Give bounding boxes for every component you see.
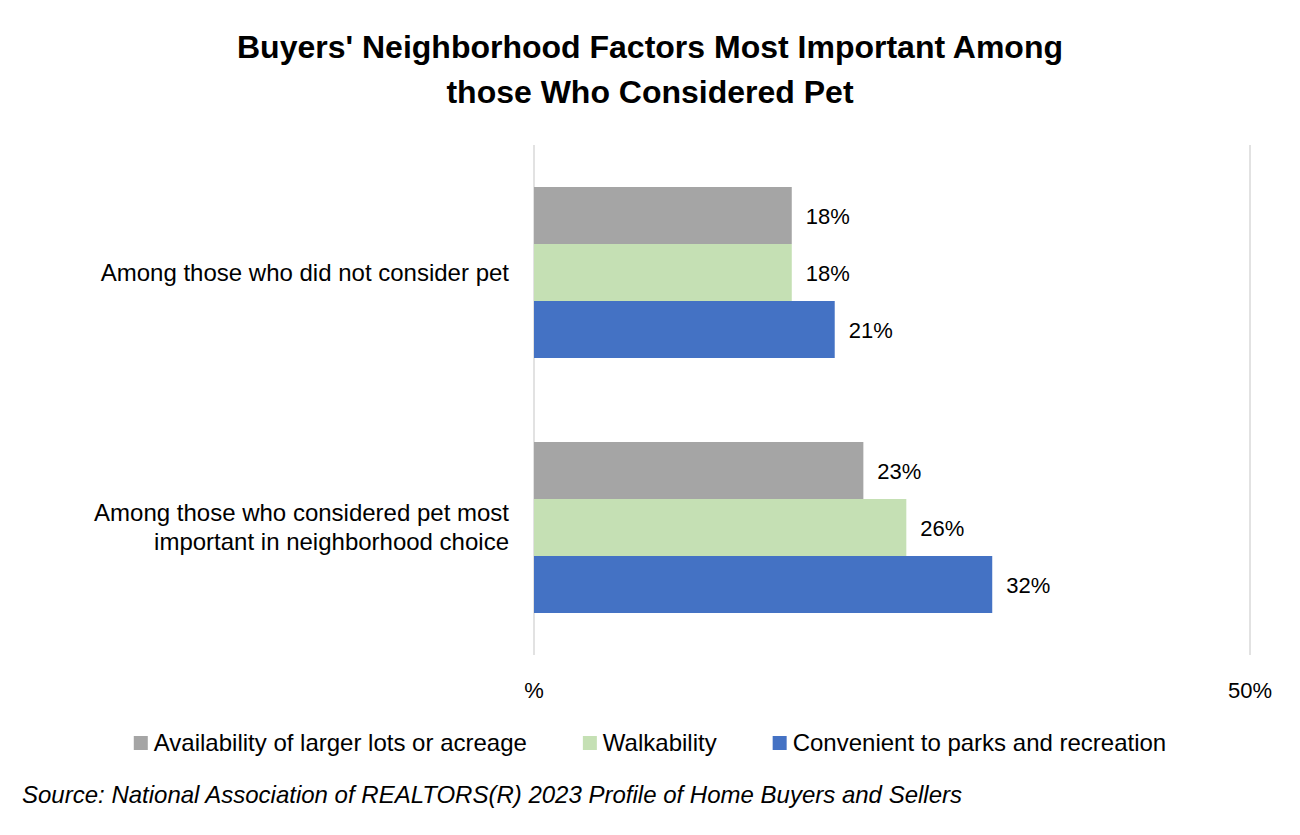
legend-label: Walkability	[603, 729, 717, 756]
title-line: those Who Considered Pet	[446, 74, 853, 110]
background	[0, 0, 1300, 835]
tick-label: 50%	[1228, 678, 1272, 703]
legend: Availability of larger lots or acreage Wa…	[134, 729, 1166, 756]
category-line: Among those who did not consider pet	[101, 259, 510, 286]
legend-label: Convenient to parks and recreation	[793, 729, 1167, 756]
title-line: Buyers' Neighborhood Factors Most Import…	[237, 29, 1063, 65]
category-label: Among those who did not consider pet	[101, 259, 510, 286]
data-label: 21%	[849, 318, 893, 343]
category-line: Among those who considered pet most	[94, 499, 509, 526]
legend-swatch	[773, 736, 787, 750]
bars	[534, 187, 992, 613]
tick-label: %	[524, 678, 544, 703]
bar	[534, 556, 992, 613]
data-labels: 18% 18% 21% 23% 26% 32%	[806, 204, 1051, 598]
chart: Buyers' Neighborhood Factors Most Import…	[0, 0, 1300, 835]
data-label: 23%	[877, 459, 921, 484]
title: Buyers' Neighborhood Factors Most Import…	[237, 29, 1063, 110]
source: Source: National Association of REALTORS…	[22, 781, 962, 808]
data-label: 18%	[806, 204, 850, 229]
legend-swatch	[134, 736, 148, 750]
legend-label: Availability of larger lots or acreage	[154, 729, 527, 756]
bar	[534, 442, 863, 499]
data-label: 18%	[806, 261, 850, 286]
bar	[534, 301, 835, 358]
data-label: 26%	[920, 516, 964, 541]
bar	[534, 187, 792, 244]
category-label: Among those who considered pet mostimpor…	[94, 499, 509, 555]
category-line: important in neighborhood choice	[154, 528, 509, 555]
data-label: 32%	[1006, 573, 1050, 598]
bar	[534, 244, 792, 301]
grid-line	[1249, 145, 1251, 655]
bar	[534, 499, 906, 556]
legend-swatch	[583, 736, 597, 750]
grid	[534, 145, 1250, 655]
